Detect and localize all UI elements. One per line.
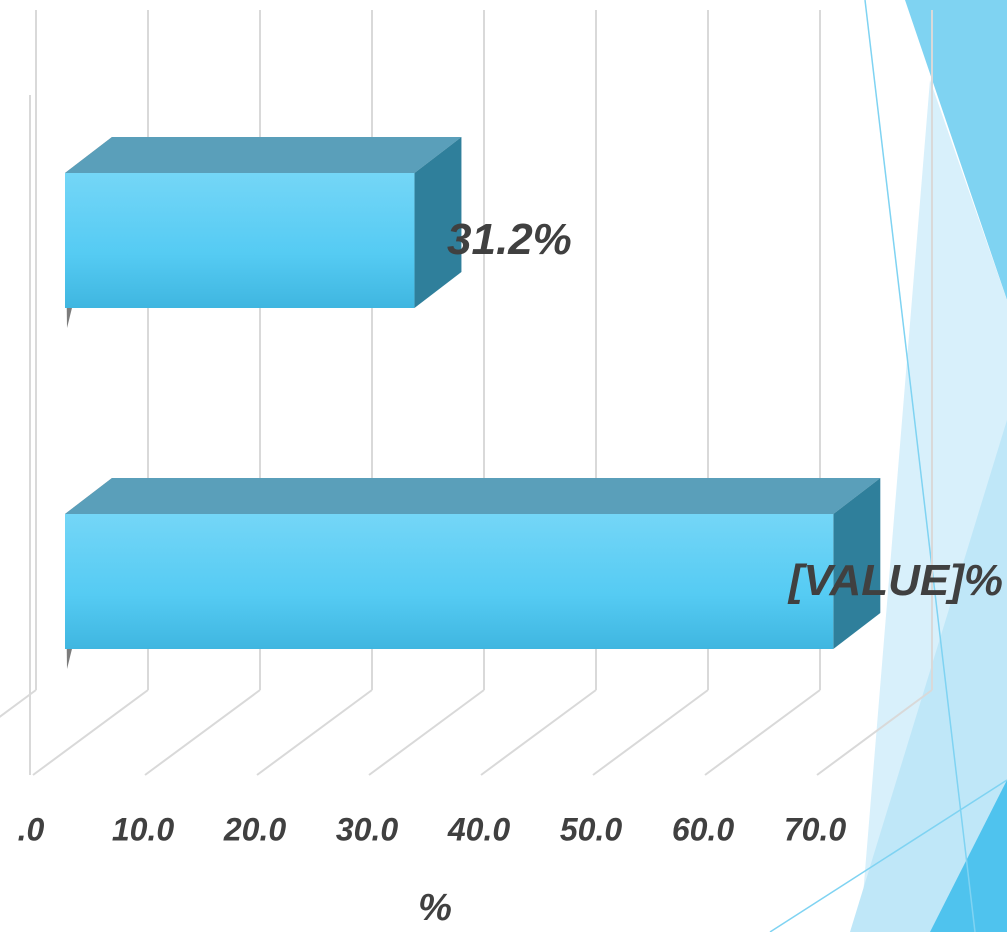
grid-line (816, 689, 933, 776)
grid-line (592, 689, 709, 776)
grid-line (144, 689, 261, 776)
bar-side (414, 137, 462, 308)
bar (65, 514, 834, 649)
data-label: [VALUE]% (787, 556, 1003, 605)
x-tick-label: .0 (18, 811, 45, 847)
grid-line (0, 689, 37, 718)
bar-side (833, 478, 881, 649)
x-tick-label: 10.0 (112, 811, 174, 847)
bar-top (65, 137, 462, 173)
bar-top (65, 478, 881, 514)
x-tick-label: 40.0 (447, 811, 510, 847)
x-axis-title: % (418, 887, 452, 929)
grid-line (704, 689, 821, 776)
x-tick-label: 30.0 (336, 811, 398, 847)
x-tick-label: 70.0 (784, 811, 846, 847)
grid-line (368, 689, 485, 776)
bar (65, 173, 415, 308)
grid-line (32, 689, 149, 776)
background-decoration (769, 0, 1007, 932)
x-tick-label: 20.0 (223, 811, 286, 847)
x-tick-label: 60.0 (672, 811, 734, 847)
grid-line (256, 689, 373, 776)
data-label: 31.2% (447, 215, 572, 264)
grid-line (480, 689, 597, 776)
x-tick-label: 50.0 (560, 811, 622, 847)
